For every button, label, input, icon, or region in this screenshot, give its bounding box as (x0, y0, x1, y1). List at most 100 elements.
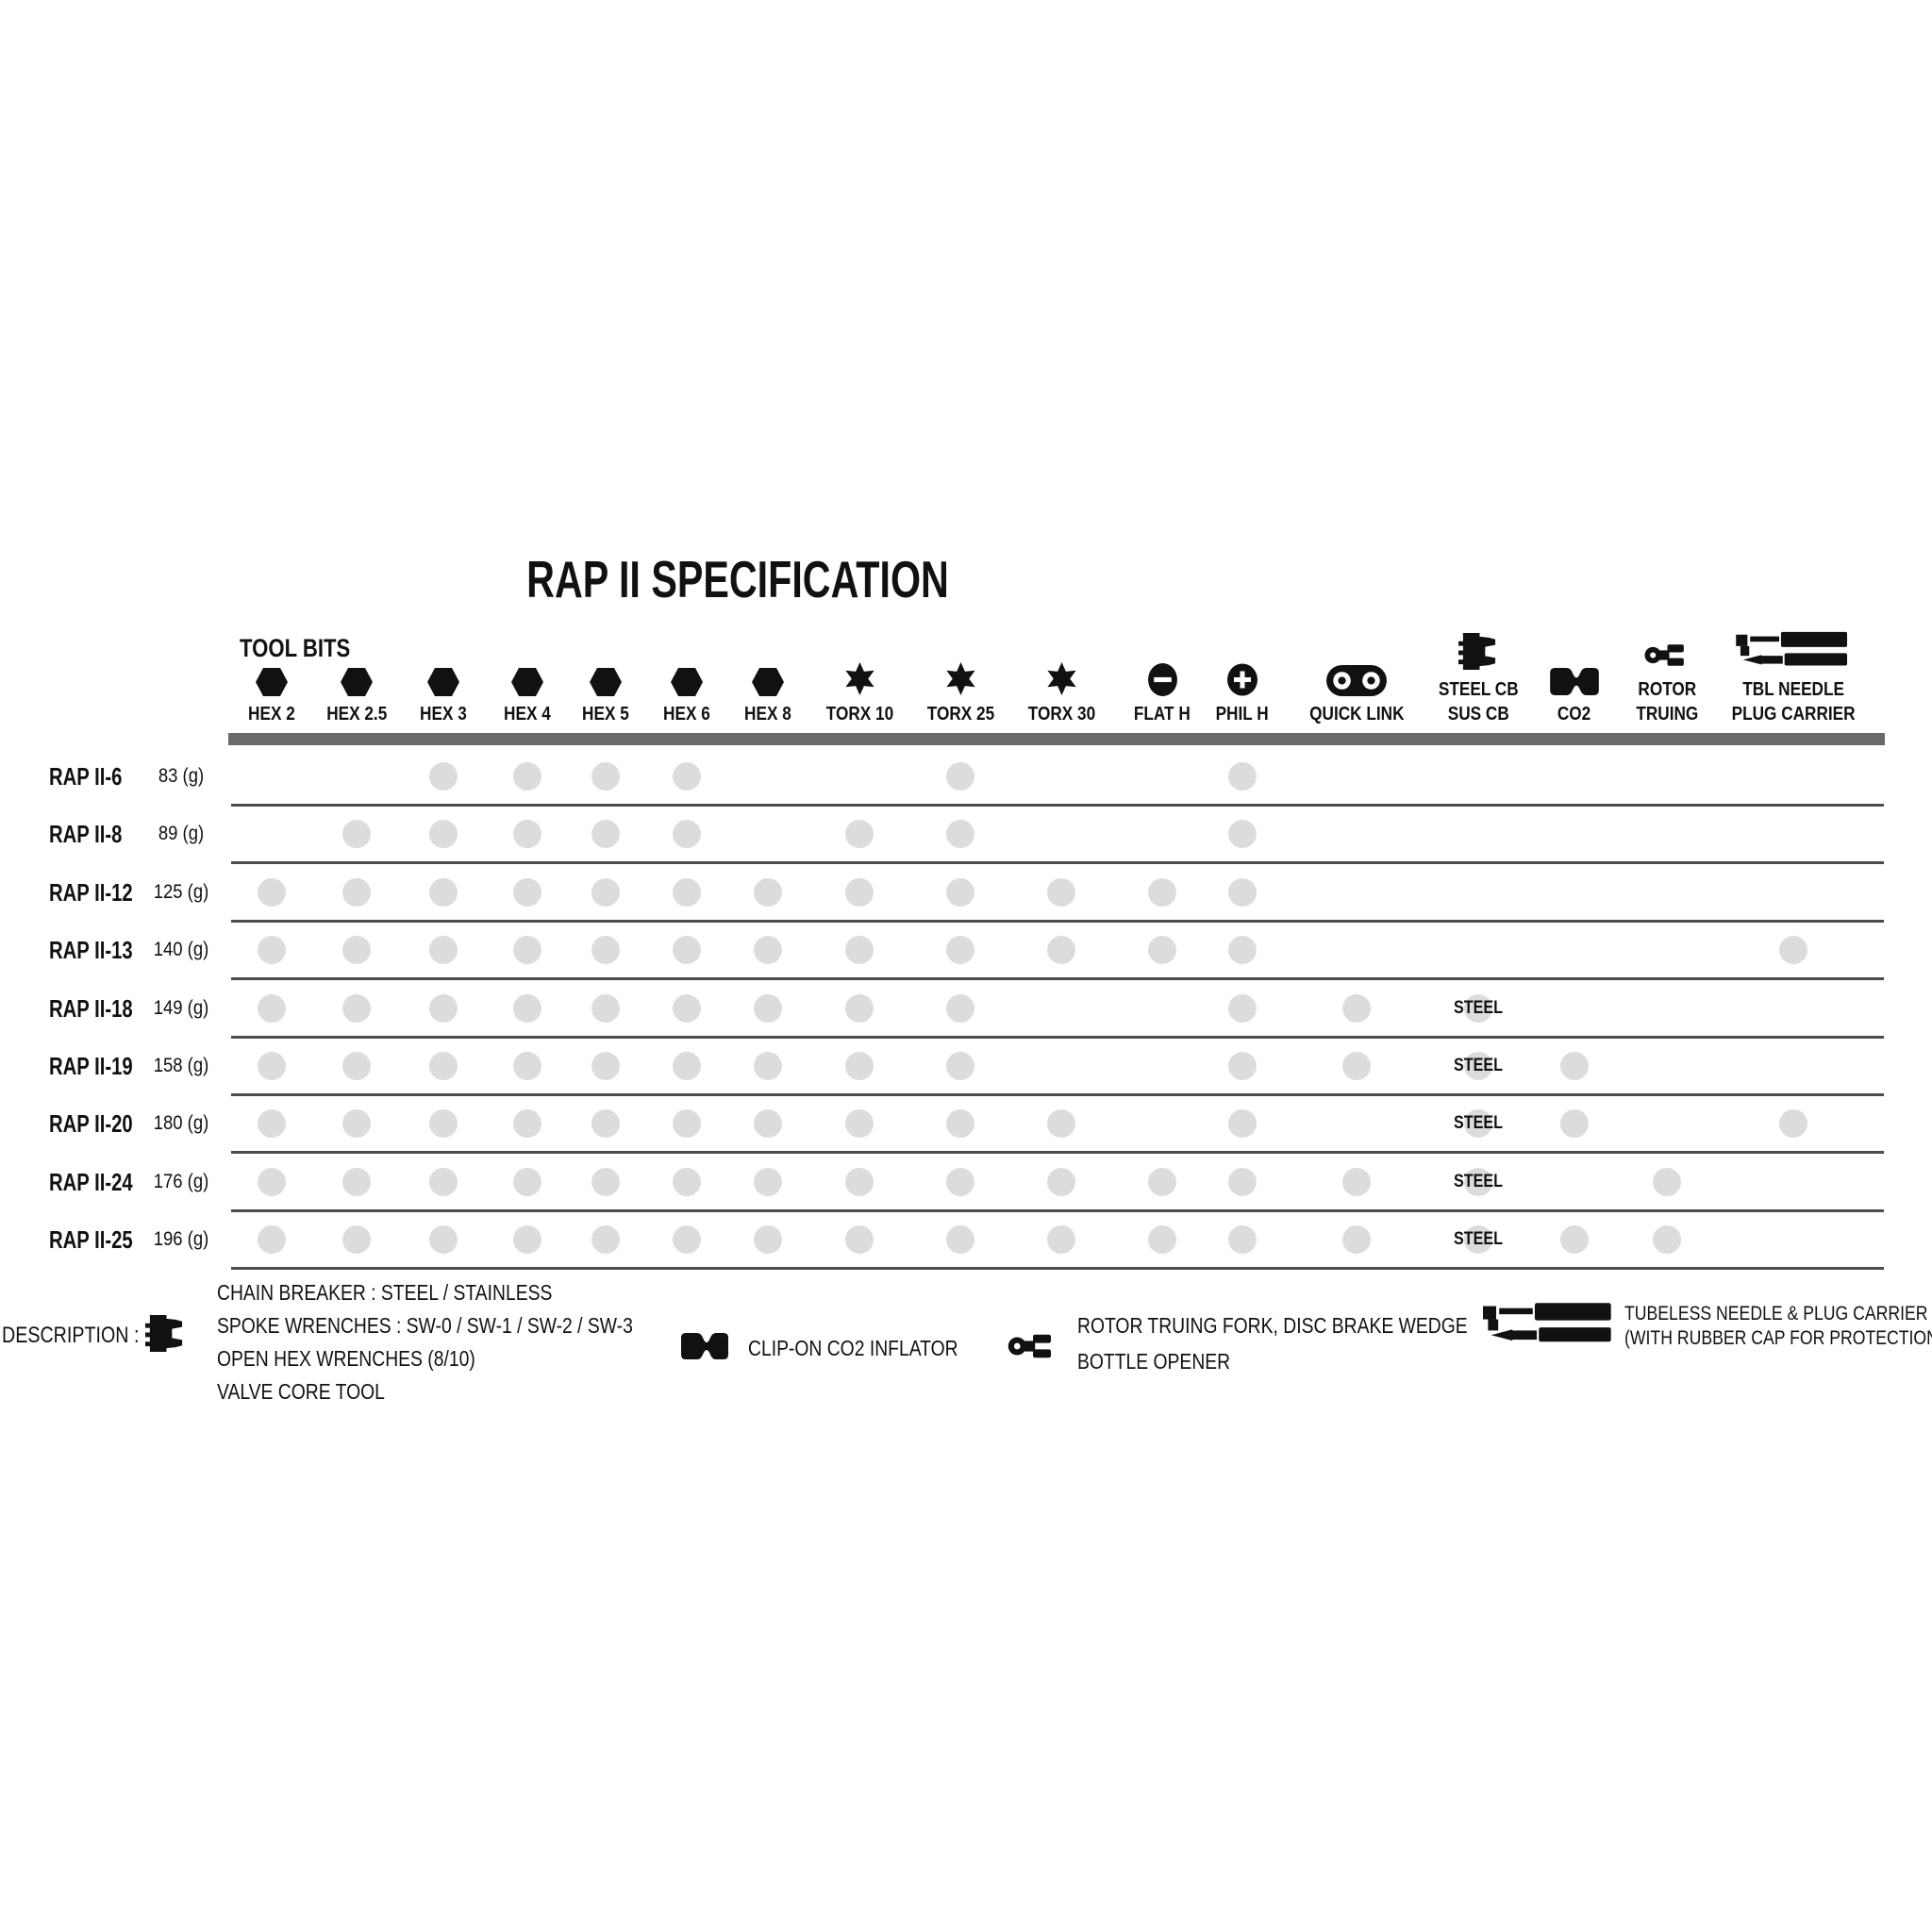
spec-dot-hex4 (513, 1052, 541, 1080)
spec-dot-hex6 (673, 877, 701, 907)
spec-dot-philh (1228, 1225, 1257, 1255)
row-divider (231, 1267, 1884, 1271)
description-text: CLIP-ON CO2 INFLATOR (748, 1336, 958, 1360)
spec-dot-hex4 (513, 993, 541, 1023)
spec-dot-torx30 (1047, 936, 1075, 965)
spec-dot-hex25 (342, 936, 371, 965)
spec-dot-hex4 (513, 877, 541, 907)
spec-dot-hex5 (591, 993, 620, 1023)
spec-dot-hex2 (258, 936, 286, 965)
model-name: RAP II-25 (49, 1225, 133, 1255)
column-label-tbl: TBL NEEDLE PLUG CARRIER (1732, 677, 1856, 726)
spec-dot-philh (1228, 762, 1257, 791)
column-label-line: TORX 10 (825, 704, 893, 724)
tubeless-plug-icon (1736, 631, 1851, 672)
row-divider (231, 1208, 1884, 1212)
spec-dot-philh (1228, 1109, 1257, 1139)
model-name: RAP II-19 (49, 1052, 133, 1080)
description-line: TUBELESS NEEDLE & PLUG CARRIER (1624, 1303, 1928, 1324)
spec-dot-torx10 (845, 877, 874, 907)
spec-dot-philh (1228, 936, 1257, 965)
row-divider (231, 919, 1884, 923)
description-line: CHAIN BREAKER : STEEL / STAINLESS (217, 1280, 553, 1305)
spec-dot-hex2 (258, 1167, 286, 1196)
spec-dot-hex6 (673, 1225, 701, 1255)
column-label-torx10: TORX 10 (825, 702, 892, 726)
spec-dot-hex3 (429, 1052, 458, 1080)
rotor-truing-icon (1008, 1328, 1058, 1364)
spec-dot-torx25 (946, 1167, 974, 1196)
spec-dot-torx25 (946, 762, 974, 791)
spec-dot-hex8 (754, 1167, 782, 1196)
model-weight: 140 (g) (153, 939, 209, 961)
spec-dot-hex8 (754, 993, 782, 1023)
column-label-line: HEX 3 (420, 704, 467, 724)
spec-dot-flath (1148, 877, 1176, 907)
spec-dot-hex6 (673, 820, 701, 849)
spec-dot-torx25 (946, 993, 974, 1023)
spec-dot-cb (1464, 1052, 1492, 1080)
row-divider (231, 804, 1884, 807)
spec-dot-torx10 (845, 993, 874, 1023)
column-label-line: TBL NEEDLE (1742, 679, 1844, 700)
tool-bits-label: TOOL BITS (240, 634, 351, 662)
column-label-hex3: HEX 3 (420, 702, 467, 726)
column-label-line: TORX 25 (926, 704, 994, 724)
steel-cb-value: STEEL (1453, 1113, 1504, 1134)
model-weight: 125 (g) (153, 880, 209, 903)
column-label-line: STEEL CB (1438, 679, 1519, 700)
spec-dot-philh (1228, 1052, 1257, 1080)
spec-dot-hex5 (591, 1052, 620, 1080)
spec-dot-hex8 (754, 877, 782, 907)
spec-dot-hex25 (342, 1167, 371, 1196)
description-line: (WITH RUBBER CAP FOR PROTECTION) (1624, 1327, 1932, 1349)
column-header-rotor: ROTOR TRUING (1582, 600, 1752, 726)
spec-dot-hex8 (754, 1109, 782, 1139)
model-weight: 89 (g) (158, 823, 205, 845)
column-label-quicklink: QUICK LINK (1309, 702, 1404, 726)
spec-dot-flath (1148, 1167, 1176, 1196)
steel-cb-value: STEEL (1453, 1229, 1504, 1250)
hex-bit-icon (427, 668, 459, 696)
quick-link-icon (1326, 665, 1387, 696)
spec-dot-hex3 (429, 1109, 458, 1139)
description-text: ROTOR TRUING FORK, DISC BRAKE WEDGE BOTTL… (1077, 1307, 1468, 1379)
model-weight: 196 (g) (153, 1228, 209, 1251)
torx-bit-icon (943, 661, 978, 696)
spec-dot-quicklink (1342, 1052, 1371, 1080)
column-label-line: QUICK LINK (1308, 704, 1405, 724)
spec-dot-cb (1464, 1109, 1492, 1139)
model-name: RAP II-8 (49, 820, 123, 849)
spec-dot-hex8 (754, 1225, 782, 1255)
spec-dot-torx25 (946, 936, 974, 965)
spec-dot-hex6 (673, 1052, 701, 1080)
spec-dot-hex25 (342, 1109, 371, 1139)
spec-dot-hex3 (429, 936, 458, 965)
hex-bit-icon (590, 668, 622, 696)
spec-dot-torx30 (1047, 1225, 1075, 1255)
co2-cartridge-icon (681, 1332, 728, 1360)
spec-dot-hex25 (342, 820, 371, 849)
column-label-hex4: HEX 4 (504, 702, 551, 726)
column-label-torx30: TORX 30 (1027, 702, 1094, 726)
column-label-line: HEX 8 (744, 704, 791, 724)
column-header-hex6: HEX 6 (602, 600, 772, 726)
column-label-line: CO2 (1557, 704, 1591, 724)
spec-dot-hex3 (429, 820, 458, 849)
description-line: ROTOR TRUING FORK, DISC BRAKE WEDGE (1077, 1313, 1468, 1338)
column-label-line: HEX 5 (582, 704, 629, 724)
spec-dot-torx10 (845, 1167, 874, 1196)
spec-dot-torx30 (1047, 1167, 1075, 1196)
phillips-head-icon (1227, 663, 1257, 696)
column-label-line: HEX 4 (504, 704, 551, 724)
column-header-quicklink: QUICK LINK (1272, 600, 1441, 726)
spec-dot-hex5 (591, 877, 620, 907)
column-label-line: PHIL H (1215, 704, 1270, 724)
column-label-torx25: TORX 25 (926, 702, 993, 726)
spec-dot-philh (1228, 877, 1257, 907)
spec-dot-torx30 (1047, 877, 1075, 907)
spec-dot-hex4 (513, 1225, 541, 1255)
spec-dot-hex6 (673, 936, 701, 965)
model-name: RAP II-24 (49, 1167, 133, 1196)
